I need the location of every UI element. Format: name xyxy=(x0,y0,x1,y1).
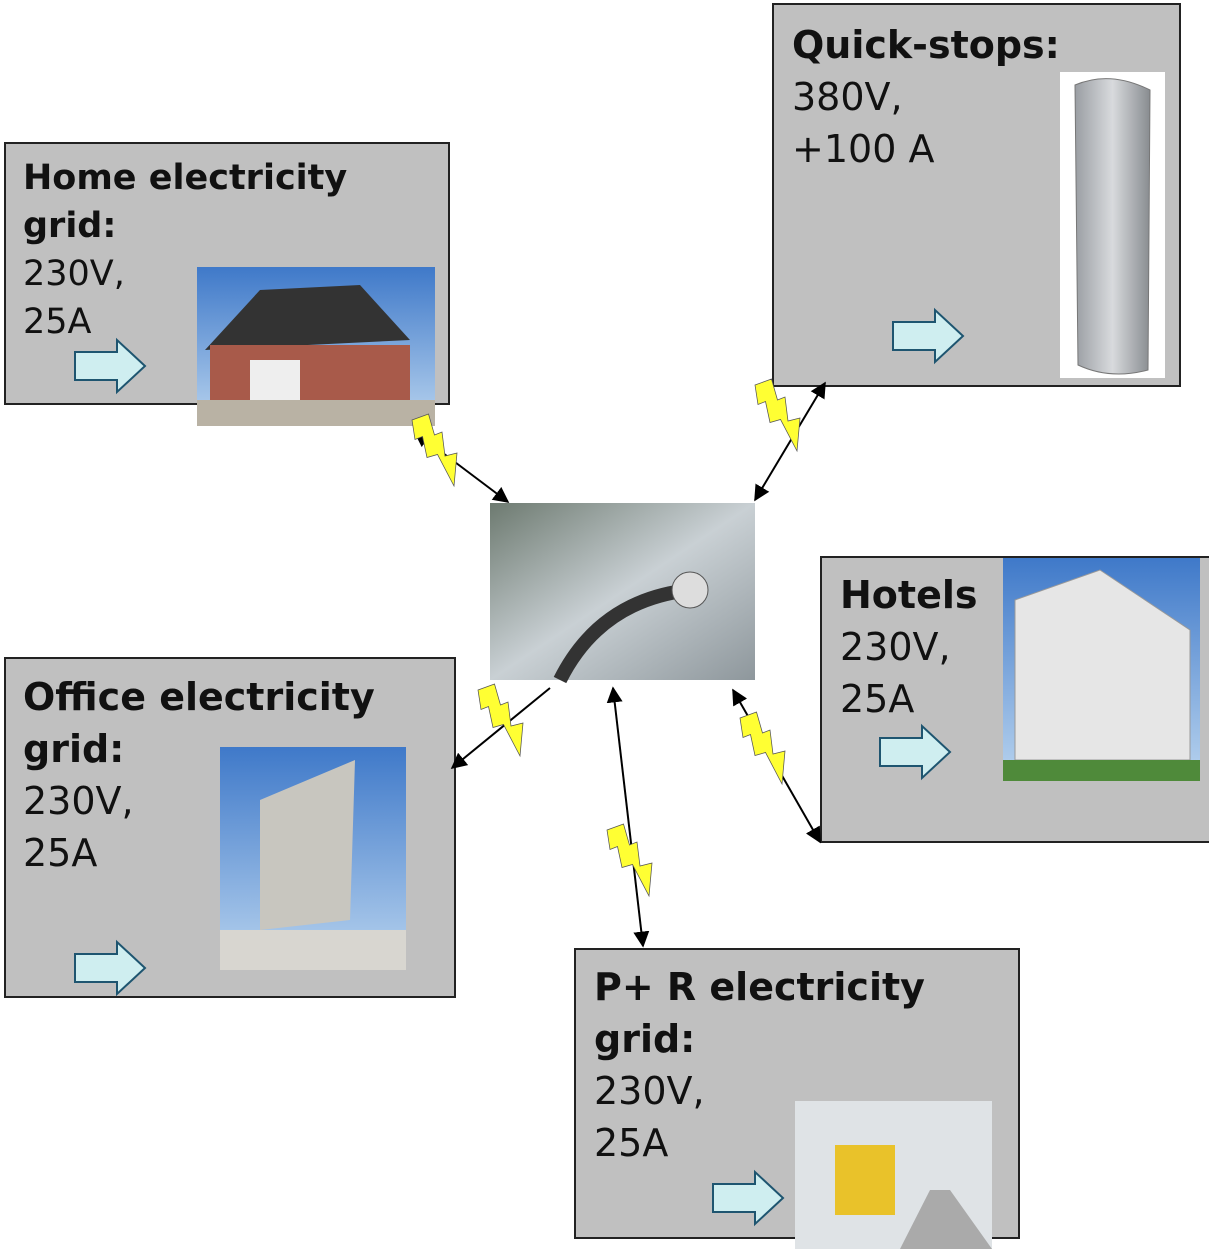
charger-photo xyxy=(1060,72,1165,378)
connector xyxy=(613,688,643,946)
block-arrow xyxy=(75,340,145,392)
block-arrow xyxy=(880,726,950,778)
lightning xyxy=(755,379,800,451)
hotel-photo xyxy=(1003,558,1200,781)
block-arrow xyxy=(75,942,145,994)
lightning xyxy=(740,712,785,784)
train-photo xyxy=(795,1101,992,1249)
office-photo xyxy=(220,747,406,970)
connector xyxy=(452,688,550,768)
block-arrow xyxy=(713,1172,783,1224)
block-arrow xyxy=(893,310,963,362)
car-photo xyxy=(490,503,755,680)
diagram-graphics xyxy=(0,0,1209,1249)
page: Home electricitygrid:230V,25A Quick-stop… xyxy=(0,0,1209,1249)
house-photo xyxy=(197,267,435,426)
lightning xyxy=(478,684,523,756)
